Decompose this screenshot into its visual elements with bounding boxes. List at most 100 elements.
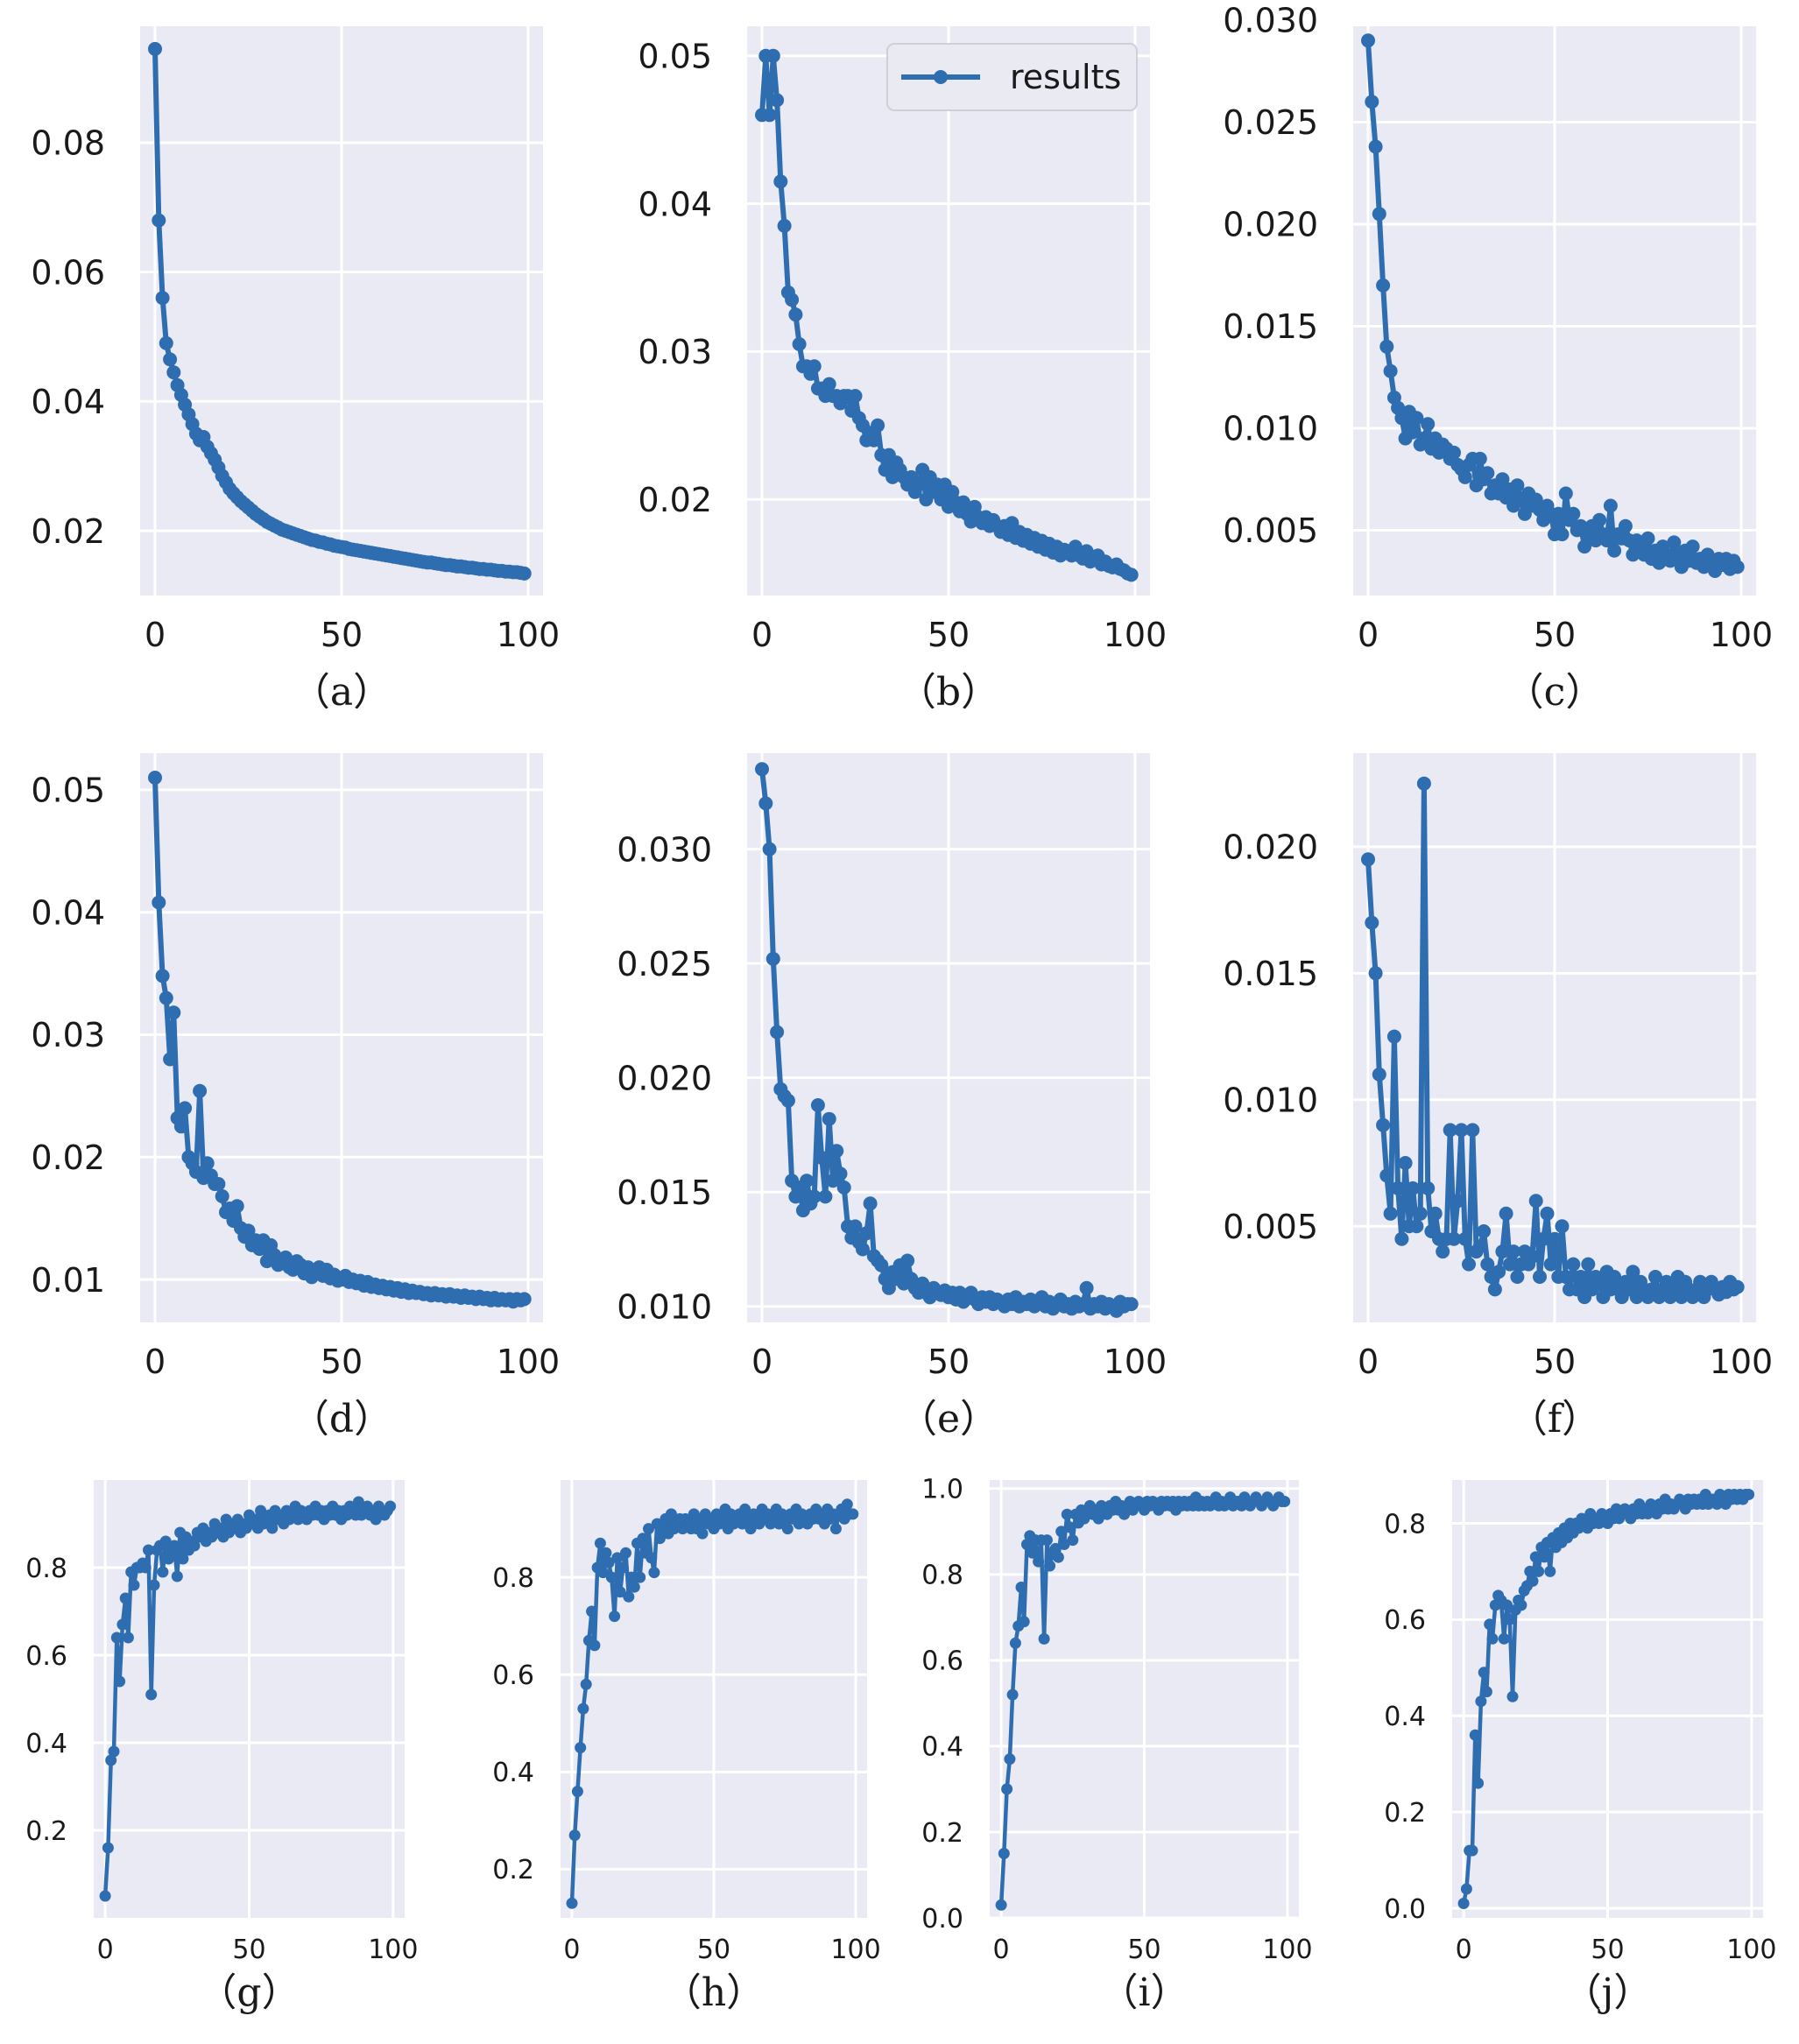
data-point xyxy=(762,108,777,123)
data-point xyxy=(148,41,162,56)
data-point xyxy=(1480,466,1495,481)
data-point xyxy=(1730,560,1745,574)
x-tick-label: 50 xyxy=(697,1935,730,1965)
series-group xyxy=(755,48,1139,582)
data-point xyxy=(1543,1257,1558,1272)
data-point xyxy=(1618,518,1633,533)
data-point xyxy=(829,1523,842,1535)
y-tick-label: 0.030 xyxy=(617,830,712,869)
data-point xyxy=(1533,1565,1545,1577)
data-point xyxy=(1118,1508,1131,1520)
data-point xyxy=(384,1500,397,1512)
legend-label: results xyxy=(1010,58,1121,96)
x-tick-label: 100 xyxy=(497,616,561,654)
subplot-caption: （c） xyxy=(1506,670,1605,715)
data-point xyxy=(1466,1844,1478,1857)
data-point xyxy=(1447,1231,1461,1246)
data-point xyxy=(193,1083,208,1098)
data-point xyxy=(1421,1181,1436,1195)
series-group xyxy=(566,1498,859,1909)
x-tick-label: 100 xyxy=(1262,1935,1312,1965)
x-tick-label: 100 xyxy=(1710,1343,1774,1381)
data-point xyxy=(580,1678,592,1690)
subplot-caption: （h） xyxy=(663,1970,765,2015)
y-tick-label: 0.015 xyxy=(617,1174,712,1212)
data-point xyxy=(575,1742,587,1754)
data-point xyxy=(1566,1257,1581,1272)
data-point xyxy=(848,389,863,404)
y-tick-label: 0.4 xyxy=(492,1758,534,1788)
data-point xyxy=(781,1523,794,1535)
y-tick-label: 0.03 xyxy=(31,1016,105,1054)
y-tick-label: 0.8 xyxy=(1384,1509,1426,1540)
data-point xyxy=(1383,1206,1398,1221)
data-point xyxy=(648,1567,660,1579)
data-point xyxy=(1472,1239,1487,1254)
subplot-caption: （f） xyxy=(1509,1397,1600,1441)
x-tick-label: 0 xyxy=(1358,1343,1379,1381)
x-tick-label: 50 xyxy=(1534,1343,1576,1381)
data-point xyxy=(1730,1279,1745,1294)
y-tick-label: 0.8 xyxy=(921,1561,963,1591)
data-point xyxy=(119,1592,131,1604)
data-point xyxy=(1495,472,1510,487)
data-point xyxy=(1538,1551,1550,1563)
data-point xyxy=(163,352,178,367)
series-group xyxy=(99,1496,397,1902)
data-point xyxy=(116,1618,129,1631)
data-point xyxy=(1486,1632,1499,1645)
data-point xyxy=(178,1101,193,1116)
data-point xyxy=(1376,278,1391,293)
data-point xyxy=(1626,1265,1640,1279)
legend: results xyxy=(886,43,1138,111)
data-point xyxy=(765,951,780,966)
data-point xyxy=(1465,1123,1480,1138)
data-point xyxy=(586,1605,598,1618)
data-point xyxy=(1406,425,1421,440)
subplot-b: 0 50 100 0.02 0.03 0.04 0.05 results （b） xyxy=(638,26,1167,715)
y-tick-label: 0.005 xyxy=(1223,1208,1318,1246)
data-point xyxy=(866,433,881,448)
data-point xyxy=(177,1553,189,1565)
data-point xyxy=(1573,1270,1588,1284)
data-point xyxy=(822,1111,836,1126)
data-point xyxy=(1592,1274,1607,1289)
data-point xyxy=(841,1498,853,1511)
data-point xyxy=(1648,1270,1662,1284)
data-point xyxy=(1527,1575,1539,1587)
data-point xyxy=(1409,411,1424,426)
data-point xyxy=(628,1581,640,1593)
y-tick-label: 0.005 xyxy=(1223,511,1318,550)
data-point xyxy=(1460,1883,1472,1895)
x-tick-label: 0 xyxy=(993,1935,1010,1965)
data-point xyxy=(696,1527,709,1540)
data-point xyxy=(1581,1257,1596,1272)
data-point xyxy=(159,990,173,1005)
data-point xyxy=(874,1258,889,1272)
data-point xyxy=(1416,431,1431,446)
data-point xyxy=(200,1156,215,1171)
x-tick-label: 100 xyxy=(368,1935,418,1965)
data-point xyxy=(822,377,836,391)
legend-box xyxy=(886,43,1138,111)
data-point xyxy=(1515,1599,1527,1611)
data-point xyxy=(634,1571,646,1583)
y-tick-label: 0.2 xyxy=(1384,1798,1426,1829)
data-point xyxy=(1504,1613,1516,1625)
data-point xyxy=(1124,1297,1139,1312)
x-tick-label: 50 xyxy=(928,1343,970,1381)
data-point xyxy=(646,1552,658,1564)
y-tick-label: 0.01 xyxy=(31,1261,105,1300)
subplot-h: 0 50 100 0.2 0.4 0.6 0.8 （h） xyxy=(492,1480,881,2015)
data-point xyxy=(1413,1206,1428,1221)
data-point xyxy=(1001,1783,1013,1795)
data-point xyxy=(1365,915,1379,930)
data-point xyxy=(1447,445,1461,460)
data-point xyxy=(1092,1512,1104,1525)
data-point xyxy=(829,1144,844,1159)
y-tick-label: 0.02 xyxy=(31,1138,105,1177)
data-point xyxy=(765,48,780,63)
data-point xyxy=(568,1829,581,1842)
data-point xyxy=(1067,1534,1079,1547)
data-point xyxy=(1558,486,1573,501)
